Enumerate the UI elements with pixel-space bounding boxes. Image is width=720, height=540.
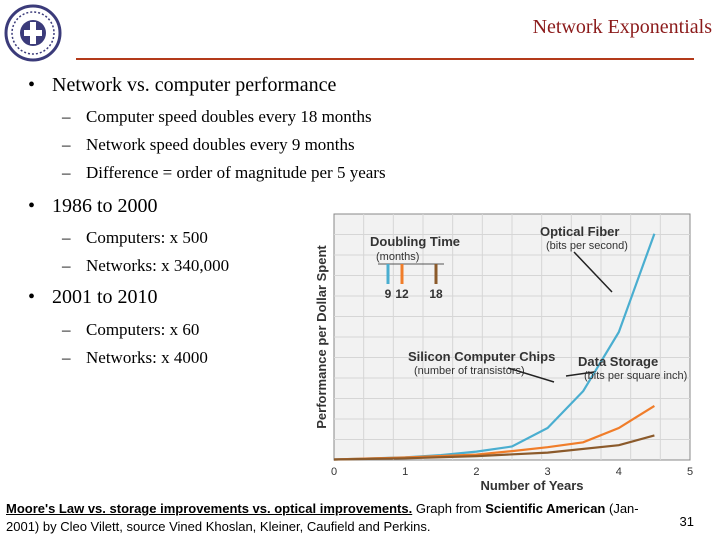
bullet-1: • Network vs. computer performance	[28, 74, 336, 97]
x-axis-label: Number of Years	[480, 478, 583, 493]
institute-logo-icon	[4, 4, 62, 62]
figure-caption: Moore's Law vs. storage improvements vs.…	[6, 500, 706, 536]
sub-bullet: – Networks: x 340,000	[62, 256, 229, 276]
sub-bullet-text: Networks: x 340,000	[86, 256, 230, 275]
sub-bullet: – Computers: x 500	[62, 228, 208, 248]
caption-mid: Graph from	[412, 501, 486, 516]
bullet-1-text: Network vs. computer performance	[52, 74, 337, 96]
page-title: Network Exponentials	[532, 16, 712, 38]
leader-line	[507, 367, 555, 383]
dash-icon: –	[62, 348, 71, 367]
dash-icon: –	[62, 163, 71, 182]
sub-bullet: – Difference = order of magnitude per 5 y…	[62, 163, 386, 183]
inset-title: Doubling Time	[370, 234, 460, 249]
caption-source: Scientific American	[485, 501, 606, 516]
sub-bullet: – Computers: x 60	[62, 320, 199, 340]
bullet-3-text: 2001 to 2010	[52, 286, 158, 308]
bullet-2-text: 1986 to 2000	[52, 195, 158, 217]
series-label: Data Storage	[578, 354, 658, 369]
bullet-dot-icon: •	[28, 286, 36, 308]
sub-bullet-text: Computers: x 500	[86, 228, 208, 247]
series-sublabel: (bits per square inch)	[584, 370, 687, 382]
series-sublabel: (bits per second)	[546, 240, 628, 252]
series-line-silicon-computer-chips	[333, 434, 655, 461]
x-tick-label: 4	[616, 466, 622, 478]
title-divider	[76, 58, 694, 60]
dash-icon: –	[62, 320, 71, 339]
dash-icon: –	[62, 228, 71, 247]
x-tick-label: 3	[545, 466, 551, 478]
inset-sublabel: (months)	[376, 251, 419, 263]
series-sublabel: (number of transistors)	[414, 365, 525, 377]
x-tick-label: 0	[331, 466, 337, 478]
sub-bullet: – Computer speed doubles every 18 months	[62, 107, 372, 127]
sub-bullet-text: Computer speed doubles every 18 months	[86, 107, 372, 126]
x-tick-label: 1	[402, 466, 408, 478]
dash-icon: –	[62, 135, 71, 154]
page-number: 31	[679, 514, 694, 529]
sub-bullet-text: Network speed doubles every 9 months	[86, 135, 355, 154]
caption-link[interactable]: Moore's Law vs. storage improvements vs.…	[6, 501, 413, 516]
sub-bullet-text: Computers: x 60	[86, 320, 200, 339]
inset-bar-label: 9	[385, 287, 392, 301]
y-axis-label: Performance per Dollar Spent	[314, 245, 329, 429]
x-tick-label: 2	[473, 466, 479, 478]
series-label: Silicon Computer Chips	[408, 349, 555, 364]
dash-icon: –	[62, 256, 71, 275]
inset-bar-label: 18	[429, 287, 443, 301]
leader-line	[565, 371, 595, 377]
bullet-dot-icon: •	[28, 195, 36, 217]
sub-bullet: – Network speed doubles every 9 months	[62, 135, 355, 155]
bullet-2: • 1986 to 2000	[28, 195, 158, 218]
sub-bullet: – Networks: x 4000	[62, 348, 208, 368]
bullet-3: • 2001 to 2010	[28, 286, 158, 309]
series-label: Optical Fiber	[540, 224, 619, 239]
caption-rest: (Jan-	[605, 501, 639, 516]
leader-line	[573, 251, 613, 293]
dash-icon: –	[62, 107, 71, 126]
caption-line-2: 2001) by Cleo Vilett, source Vined Khosl…	[6, 519, 431, 534]
sub-bullet-text: Difference = order of magnitude per 5 ye…	[86, 163, 386, 182]
x-tick-label: 5	[687, 466, 693, 478]
sub-bullet-text: Networks: x 4000	[86, 348, 208, 367]
inset-bar-label: 12	[395, 287, 409, 301]
bullet-dot-icon: •	[28, 74, 36, 96]
